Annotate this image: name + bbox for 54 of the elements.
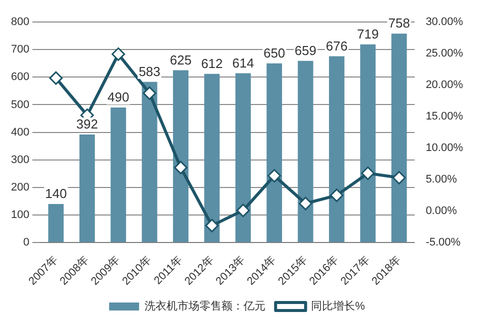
bar [142, 82, 158, 242]
text: 719 [357, 26, 379, 42]
point [205, 218, 219, 232]
bar [391, 34, 407, 242]
y-tick-label: 300 [10, 154, 30, 166]
point [268, 169, 282, 183]
legend-label: 同比增长% [311, 300, 366, 313]
text: 676 [326, 38, 348, 54]
y2-tick-label: 20.00% [426, 79, 464, 92]
bar [110, 107, 126, 242]
text: 650 [263, 45, 286, 60]
y-tick-label: 100 [10, 209, 30, 222]
point [49, 71, 63, 85]
y-tick-label: 500 [10, 98, 30, 111]
bar [48, 204, 64, 242]
y2-tick-label: 0.00% [426, 205, 458, 218]
bar [266, 63, 282, 242]
bar [173, 70, 188, 242]
point [298, 196, 312, 210]
text: 614 [232, 55, 254, 70]
text: 659 [294, 42, 316, 58]
y2-tick-label: -5.00% [426, 236, 461, 249]
point [142, 86, 156, 100]
bar [328, 56, 344, 242]
legend-label: 洗衣机市场零售额：亿元 [144, 300, 266, 313]
point [236, 204, 250, 218]
bar [204, 74, 220, 242]
point [330, 188, 344, 202]
bar [79, 134, 95, 242]
y-tick-label: 600 [10, 71, 30, 84]
y-tick-label: 0 [23, 236, 30, 249]
y-tick-label: 800 [10, 16, 30, 28]
y-tick-label: 700 [10, 44, 30, 56]
y-tick-label: 400 [10, 126, 30, 138]
point [112, 47, 126, 61]
point [174, 160, 188, 174]
y2-tick-label: 25.00% [426, 48, 464, 60]
point [361, 166, 375, 180]
text: 612 [201, 56, 223, 71]
y2-tick-label: 10.00% [426, 142, 464, 154]
y2-tick-label: 15.00% [426, 110, 464, 123]
text: 583 [138, 64, 160, 79]
y2-tick-label: 30.00% [426, 16, 464, 28]
bar [360, 44, 376, 242]
bar [235, 73, 251, 242]
text: 140 [45, 186, 67, 202]
point [392, 170, 406, 184]
y2-tick-label: 5.00% [426, 174, 458, 186]
text: 392 [76, 116, 98, 132]
text: 625 [170, 52, 192, 68]
text: 758 [388, 16, 410, 31]
text: 490 [107, 90, 130, 105]
y-tick-label: 200 [10, 181, 30, 194]
bar [298, 60, 314, 242]
